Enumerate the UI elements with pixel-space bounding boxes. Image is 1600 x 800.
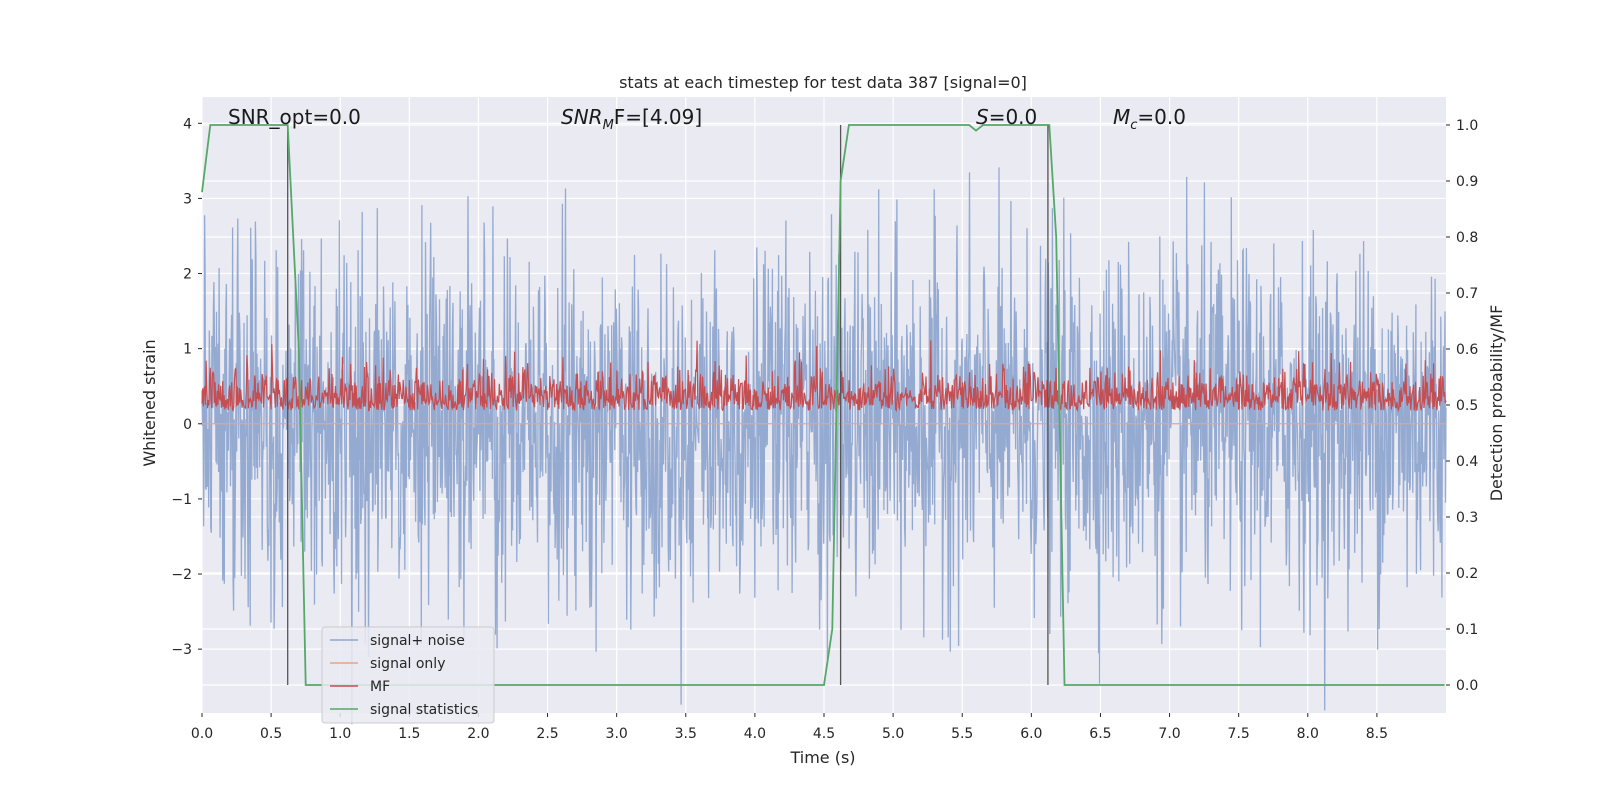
y-tick-label-right: 0.4 <box>1456 454 1478 470</box>
x-axis-label: Time (s) <box>789 748 855 767</box>
y-tick-label-right: 0.0 <box>1456 678 1478 694</box>
x-tick-label: 1.5 <box>398 726 420 742</box>
x-tick-label: 5.0 <box>882 726 904 742</box>
annotation-snr-mf-rest: F=[4.09] <box>614 105 702 129</box>
tick-layer: 0.0 0.5 1.0 1.5 2.0 2.5 3.0 3.5 4.0 4.5 5.0 5.5 6.0 6… <box>171 116 1478 742</box>
y-tick-label-left: 3 <box>183 191 192 207</box>
annotation-s: S=0.0 <box>976 105 1037 129</box>
y-tick-label-left: 2 <box>183 267 192 283</box>
x-tick-label: 8.5 <box>1366 726 1388 742</box>
legend-box <box>321 626 495 724</box>
chart-title: stats at each timestep for test data 387… <box>619 73 1027 92</box>
y-tick-label-right: 0.5 <box>1456 398 1478 414</box>
x-tick-label: 3.0 <box>606 726 628 742</box>
x-tick-label: 1.0 <box>329 726 351 742</box>
x-tick-label: 0.5 <box>260 726 282 742</box>
x-tick-label: 2.5 <box>536 726 558 742</box>
y-tick-label-left: −1 <box>171 492 192 508</box>
legend-label-signal-noise: signal+ noise <box>370 633 465 649</box>
annotation-mc-main: M <box>1113 105 1130 129</box>
y-tick-label-left: 0 <box>183 417 192 433</box>
annotation-snr-opt: SNR_opt=0.0 <box>228 105 361 129</box>
y-axis-label-left: Whitened strain <box>140 339 159 466</box>
legend-label-mf: MF <box>370 679 390 695</box>
annotation-snr-mf-main: SNR <box>561 105 603 129</box>
legend: signal+ noise signal only MF signal stat… <box>321 626 495 724</box>
y-tick-label-left: −2 <box>171 567 192 583</box>
annotation-s-main: S <box>976 105 989 129</box>
annotation-s-rest: =0.0 <box>989 105 1038 129</box>
x-tick-label: 8.0 <box>1297 726 1319 742</box>
x-tick-label: 6.5 <box>1089 726 1111 742</box>
y-tick-label-right: 0.2 <box>1456 566 1478 582</box>
y-tick-label-right: 0.9 <box>1456 174 1478 190</box>
annotation-snr-mf: SNRMF=[4.09] <box>561 105 702 133</box>
legend-label-signal-only: signal only <box>370 656 445 672</box>
y-tick-label-right: 0.6 <box>1456 342 1478 358</box>
x-tick-label: 3.5 <box>675 726 697 742</box>
y-tick-label-left: −3 <box>171 642 192 658</box>
x-tick-label: 2.0 <box>467 726 489 742</box>
annotation-mc: Mc=0.0 <box>1113 105 1186 133</box>
series-signal-statistics-line <box>201 124 1445 686</box>
y-tick-label-right: 0.7 <box>1456 286 1478 302</box>
annotation-mc-rest: =0.0 <box>1137 105 1186 129</box>
x-tick-label: 7.0 <box>1158 726 1180 742</box>
series-mf-line <box>201 340 1447 413</box>
y-tick-label-left: 1 <box>183 342 192 358</box>
legend-label-signal-statistics: signal statistics <box>370 702 478 718</box>
annotation-mc-sub: c <box>1130 118 1137 133</box>
x-tick-label: 4.5 <box>813 726 835 742</box>
y-tick-label-right: 1.0 <box>1456 118 1478 134</box>
x-tick-label: 4.0 <box>744 726 766 742</box>
y-tick-label-left: 4 <box>183 116 192 132</box>
y-tick-label-right: 0.8 <box>1456 230 1478 246</box>
data-layer <box>201 124 1447 725</box>
y-axis-label-right: Detection probability/MF <box>1487 305 1506 502</box>
series-signal-noise-line <box>201 167 1447 725</box>
y-tick-label-right: 0.3 <box>1456 510 1478 526</box>
y-tick-label-right: 0.1 <box>1456 622 1478 638</box>
x-tick-label: 7.5 <box>1228 726 1250 742</box>
x-tick-label: 5.5 <box>951 726 973 742</box>
annotation-snr-mf-sub: M <box>603 118 614 133</box>
x-tick-label: 0.0 <box>191 726 213 742</box>
x-tick-label: 6.0 <box>1020 726 1042 742</box>
